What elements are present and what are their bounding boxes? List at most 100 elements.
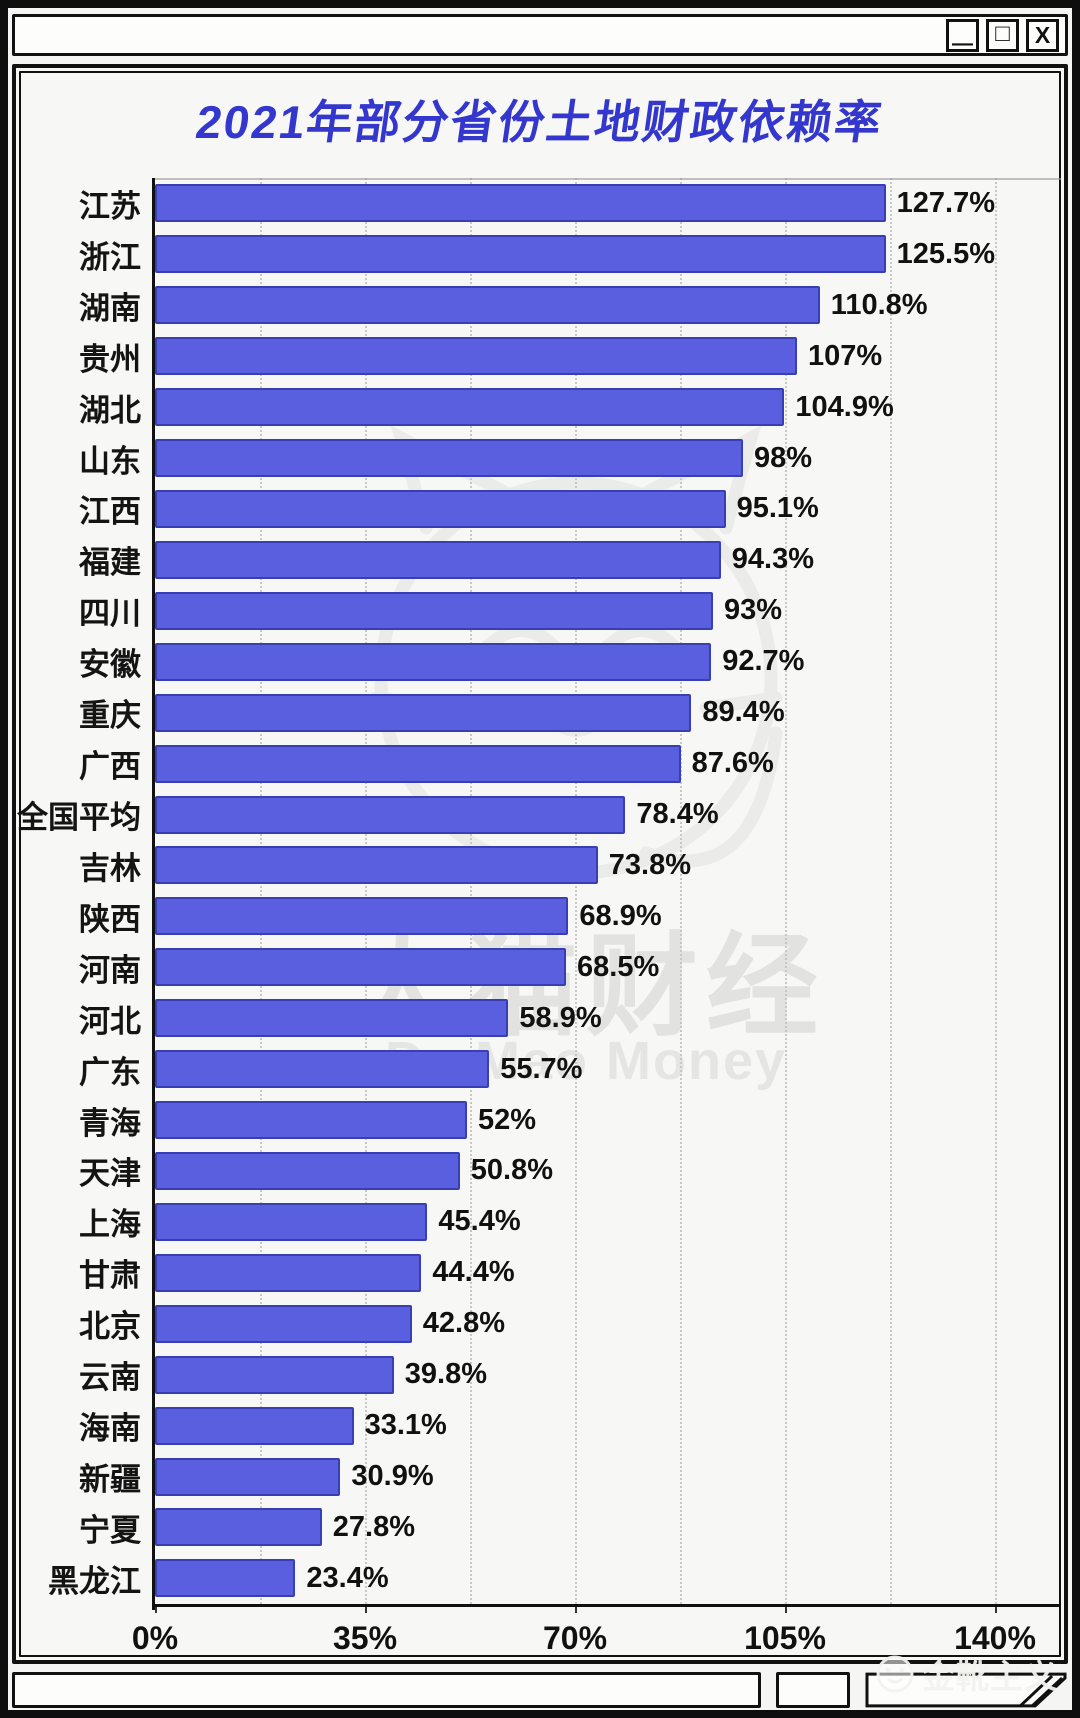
bar [155, 1050, 490, 1089]
gridline [890, 178, 892, 1604]
bar [155, 286, 820, 325]
value-label: 23.4% [306, 1561, 389, 1594]
category-label: 广东 [79, 1054, 141, 1090]
chart-row: 吉林 73.8% [79, 840, 995, 891]
bar [155, 795, 626, 834]
gridline [470, 178, 472, 1604]
value-label: 68.5% [577, 950, 660, 983]
category-label: 全国平均 [17, 800, 141, 836]
category-label: 湖北 [79, 392, 141, 428]
bar [155, 693, 692, 732]
maximize-button[interactable]: □ [986, 18, 1019, 52]
chart-row: 陕西 68.9% [79, 891, 995, 942]
resize-grip-icon[interactable] [1019, 1674, 1064, 1708]
value-label: 107% [808, 339, 883, 372]
value-label: 44.4% [432, 1256, 515, 1289]
bar [155, 184, 886, 223]
status-panel-right [865, 1672, 1067, 1708]
bar [155, 489, 726, 528]
minimize-button[interactable]: — [946, 18, 979, 54]
axis-tick-label: 105% [744, 1620, 826, 1656]
axis-tick [995, 1604, 997, 1613]
plot-area: 江苏 127.7% 浙江 125.5% 湖南 110.8% 贵州 107% 湖北 104.9% 山东… [17, 178, 1036, 1656]
maximize-icon: □ [995, 20, 1010, 47]
bar [155, 846, 598, 885]
gridline [995, 178, 997, 1604]
chart-row: 甘肃 44.4% [79, 1247, 995, 1298]
category-label: 河南 [79, 952, 141, 988]
gridline [680, 178, 682, 1604]
bar [155, 388, 785, 427]
value-label: 45.4% [438, 1205, 521, 1238]
value-label: 55.7% [500, 1052, 583, 1085]
bar [155, 235, 886, 274]
status-bar [12, 1672, 1068, 1708]
y-axis-line [152, 178, 155, 1610]
chart-row: 浙江 125.5% [79, 229, 995, 280]
plot-top-spine [152, 178, 1061, 180]
category-label: 上海 [79, 1207, 141, 1243]
value-label: 68.9% [579, 899, 662, 932]
value-label: 110.8% [830, 288, 928, 321]
chart-row: 云南 39.8% [79, 1349, 995, 1400]
category-label: 海南 [79, 1411, 141, 1447]
value-label: 58.9% [519, 1001, 602, 1034]
bar [155, 1202, 428, 1241]
chart-row: 广西 87.6% [79, 738, 995, 789]
chart-row: 福建 94.3% [79, 534, 995, 585]
chart-row: 湖北 104.9% [79, 382, 995, 433]
value-label: 30.9% [351, 1460, 434, 1492]
value-label: 33.1% [364, 1409, 447, 1442]
category-label: 湖南 [79, 290, 141, 326]
chart-row: 全国平均 78.4% [17, 789, 995, 840]
chart-row: 河北 58.9% [79, 993, 995, 1044]
category-label: 山东 [79, 443, 141, 479]
category-label: 宁夏 [79, 1512, 141, 1548]
bar [155, 1559, 296, 1598]
value-label: 50.8% [470, 1154, 554, 1187]
value-label: 42.8% [422, 1307, 506, 1340]
axis-tick [785, 1604, 787, 1613]
axis-tick-label: 70% [542, 1620, 608, 1656]
category-label: 黑龙江 [48, 1563, 141, 1599]
value-label: 127.7% [896, 186, 995, 219]
bar [155, 1253, 422, 1292]
category-label: 四川 [79, 596, 141, 632]
bar [155, 1406, 354, 1445]
axis-tick-label: 0% [131, 1620, 179, 1656]
bar [155, 744, 681, 783]
category-label: 新疆 [79, 1462, 141, 1497]
chart-row: 湖南 110.8% [79, 280, 995, 331]
chart-title: 2021年部分省份土地财政依赖率 [192, 96, 887, 148]
category-label: 甘肃 [79, 1258, 141, 1294]
category-label: 贵州 [79, 341, 141, 377]
chart-row: 黑龙江 23.4% [48, 1553, 995, 1604]
axis-tick-label: 35% [332, 1620, 398, 1656]
value-label: 92.7% [722, 645, 805, 678]
bar [155, 1508, 322, 1547]
close-button[interactable]: X [1026, 18, 1059, 52]
bar [155, 897, 569, 936]
value-label: 39.8% [404, 1358, 488, 1391]
category-label: 浙江 [79, 239, 141, 275]
value-label: 73.8% [608, 848, 692, 881]
chart-row: 广东 55.7% [79, 1044, 995, 1095]
chart-row: 重庆 89.4% [79, 687, 995, 738]
bar [155, 591, 713, 630]
chart-row: 贵州 107% [79, 331, 995, 382]
value-label: 125.5% [896, 237, 995, 270]
category-label: 陕西 [79, 901, 141, 937]
status-panel-middle [776, 1672, 850, 1708]
value-label: 78.4% [636, 798, 719, 831]
bar [155, 439, 743, 478]
category-label: 云南 [79, 1360, 141, 1396]
status-panel-left [12, 1672, 762, 1708]
value-label: 93% [724, 594, 783, 627]
chart-row: 安徽 92.7% [79, 636, 995, 687]
value-label: 27.8% [332, 1510, 416, 1543]
chart-row: 上海 45.4% [79, 1196, 995, 1247]
chart-row: 天津 50.8% [79, 1146, 995, 1197]
chart-row: 江西 95.1% [79, 484, 995, 535]
gridline [575, 178, 577, 1604]
